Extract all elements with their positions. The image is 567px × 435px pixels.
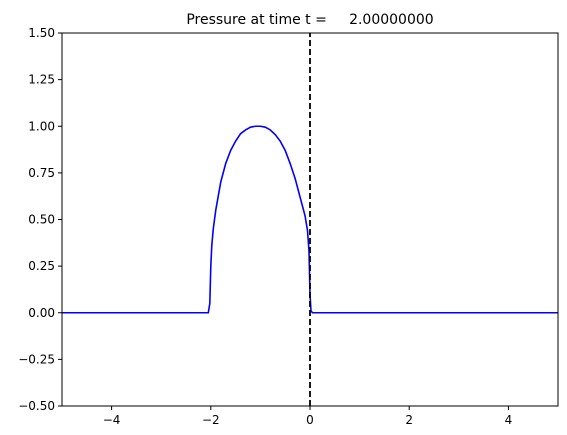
x-tick-label: 2 [405,413,413,427]
y-tick-label: 0.00 [28,306,55,320]
y-tick-label: −0.50 [18,399,55,413]
y-tick-label: 1.00 [28,119,55,133]
x-tick-label: 0 [306,413,314,427]
x-tick-label: −2 [202,413,220,427]
chart-title: Pressure at time t = 2.00000000 [186,12,433,28]
y-tick-label: 1.50 [28,26,55,40]
y-tick-label: 1.25 [28,73,55,87]
y-tick-label: 0.75 [28,166,55,180]
y-tick-label: 0.25 [28,259,55,273]
x-tick-label: −4 [103,413,121,427]
y-tick-label: 0.50 [28,213,55,227]
x-tick-label: 4 [505,413,513,427]
pressure-curve [62,125,558,314]
y-tick-label: −0.25 [18,352,55,366]
